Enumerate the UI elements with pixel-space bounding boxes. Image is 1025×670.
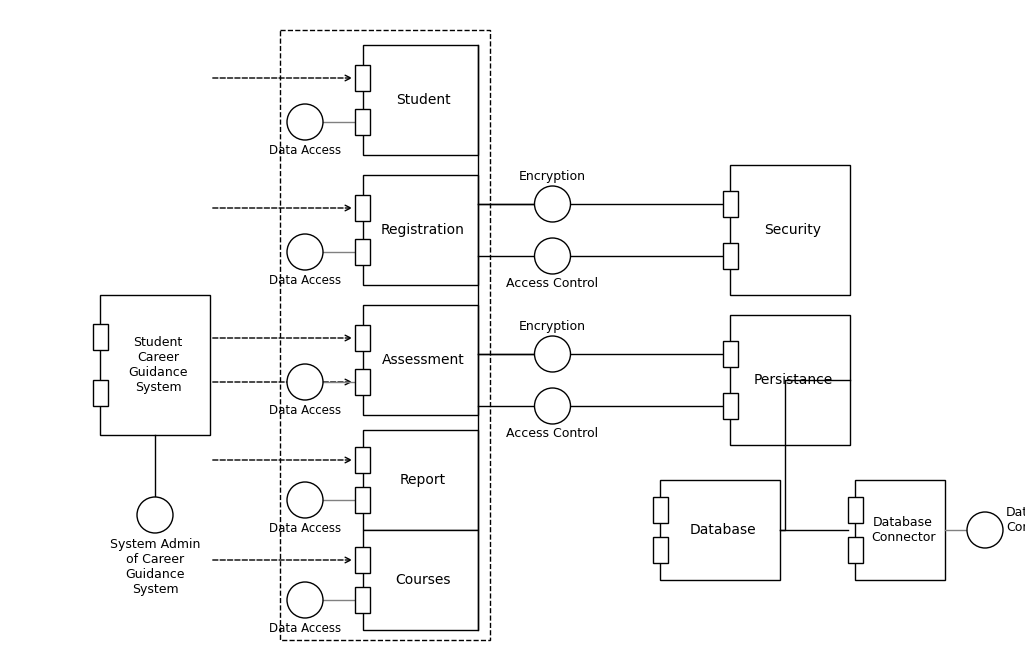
Text: Database
Connector: Database Connector bbox=[871, 516, 935, 544]
Bar bbox=[363, 530, 478, 630]
Bar bbox=[730, 315, 850, 445]
Text: Student
Career
Guidance
System: Student Career Guidance System bbox=[128, 336, 188, 394]
Text: Security: Security bbox=[765, 223, 821, 237]
Bar bbox=[848, 537, 862, 563]
Text: Data Access: Data Access bbox=[269, 404, 341, 417]
Bar bbox=[723, 243, 738, 269]
Bar bbox=[723, 191, 738, 217]
Bar bbox=[723, 393, 738, 419]
Bar bbox=[355, 487, 370, 513]
Bar bbox=[355, 325, 370, 351]
Text: Data Access: Data Access bbox=[269, 622, 341, 635]
Bar bbox=[363, 175, 478, 285]
Bar bbox=[92, 380, 108, 406]
Bar bbox=[355, 447, 370, 473]
Text: Encryption: Encryption bbox=[519, 320, 586, 333]
Bar bbox=[855, 480, 945, 580]
Bar bbox=[100, 295, 210, 435]
Bar bbox=[355, 547, 370, 573]
Text: Persistance: Persistance bbox=[753, 373, 832, 387]
Circle shape bbox=[287, 482, 323, 518]
Bar bbox=[355, 109, 370, 135]
Circle shape bbox=[534, 186, 571, 222]
Circle shape bbox=[287, 364, 323, 400]
Bar bbox=[730, 165, 850, 295]
Circle shape bbox=[534, 388, 571, 424]
Text: Access Control: Access Control bbox=[506, 427, 599, 440]
Bar bbox=[355, 65, 370, 91]
Bar bbox=[363, 45, 478, 155]
Bar bbox=[363, 430, 478, 530]
Bar bbox=[355, 587, 370, 613]
Circle shape bbox=[137, 497, 173, 533]
Circle shape bbox=[534, 336, 571, 372]
Circle shape bbox=[287, 104, 323, 140]
Text: Data Access: Data Access bbox=[269, 144, 341, 157]
Bar bbox=[653, 497, 667, 523]
Text: Report: Report bbox=[400, 473, 446, 487]
Circle shape bbox=[534, 238, 571, 274]
Text: System Admin
of Career
Guidance
System: System Admin of Career Guidance System bbox=[110, 538, 200, 596]
Text: Encryption: Encryption bbox=[519, 170, 586, 183]
Text: Access Control: Access Control bbox=[506, 277, 599, 290]
Circle shape bbox=[967, 512, 1003, 548]
Text: Registration: Registration bbox=[381, 223, 465, 237]
Circle shape bbox=[287, 582, 323, 618]
Text: Data Access: Data Access bbox=[269, 274, 341, 287]
Bar bbox=[355, 239, 370, 265]
Bar bbox=[280, 30, 490, 640]
Bar bbox=[363, 305, 478, 415]
Circle shape bbox=[287, 234, 323, 270]
Text: Database: Database bbox=[690, 523, 756, 537]
Text: Courses: Courses bbox=[396, 573, 451, 587]
Text: Student: Student bbox=[396, 93, 450, 107]
Text: Assessment: Assessment bbox=[381, 353, 464, 367]
Bar bbox=[92, 324, 108, 350]
Bar bbox=[848, 497, 862, 523]
Bar bbox=[723, 341, 738, 367]
Text: Database
Connector: Database Connector bbox=[1006, 506, 1025, 534]
Bar bbox=[355, 195, 370, 221]
Bar bbox=[653, 537, 667, 563]
Text: Data Access: Data Access bbox=[269, 522, 341, 535]
Bar bbox=[355, 369, 370, 395]
Bar bbox=[660, 480, 780, 580]
